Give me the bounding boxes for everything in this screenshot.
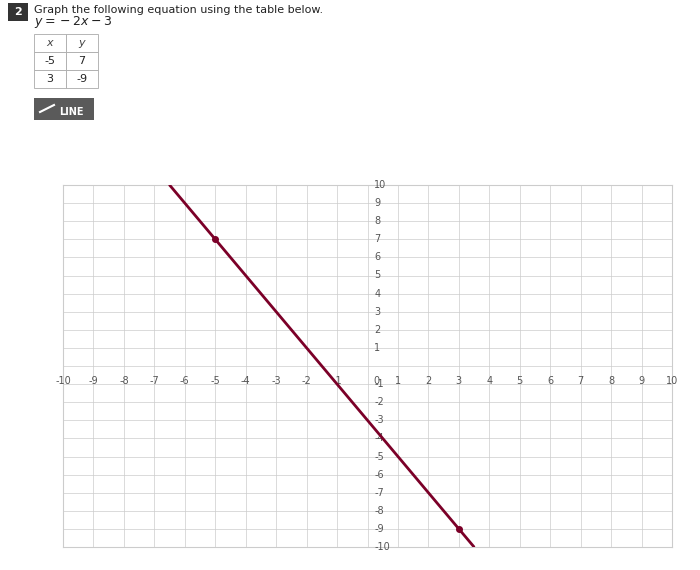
Text: 2: 2 — [426, 376, 431, 386]
Text: -10: -10 — [55, 376, 71, 386]
Bar — [34, 98, 94, 120]
Bar — [8, 3, 28, 21]
Text: 3: 3 — [46, 74, 53, 84]
Text: -6: -6 — [374, 470, 384, 479]
Text: 8: 8 — [374, 216, 380, 226]
Text: 9: 9 — [374, 198, 380, 208]
Text: 0: 0 — [373, 376, 379, 386]
Text: 6: 6 — [374, 253, 380, 262]
Text: -2: -2 — [374, 397, 384, 407]
Bar — [34, 70, 66, 88]
Text: 1: 1 — [395, 376, 401, 386]
Text: -10: -10 — [374, 542, 390, 552]
Text: 4: 4 — [374, 288, 380, 299]
Text: 6: 6 — [547, 376, 553, 386]
Bar — [34, 34, 66, 52]
Bar — [66, 52, 98, 70]
Text: Graph the following equation using the table below.: Graph the following equation using the t… — [34, 5, 323, 15]
Text: -4: -4 — [374, 433, 384, 443]
Text: -9: -9 — [374, 524, 384, 534]
Bar — [66, 34, 98, 52]
Bar — [66, 70, 98, 88]
Text: 3: 3 — [374, 307, 380, 317]
Text: 7: 7 — [578, 376, 584, 386]
Text: -1: -1 — [332, 376, 342, 386]
Text: -9: -9 — [76, 74, 88, 84]
Text: 9: 9 — [638, 376, 645, 386]
Text: -9: -9 — [89, 376, 98, 386]
Text: -8: -8 — [374, 506, 384, 516]
Text: 1: 1 — [374, 343, 380, 353]
Text: -7: -7 — [150, 376, 159, 386]
Text: 10: 10 — [666, 376, 678, 386]
Text: -5: -5 — [211, 376, 220, 386]
Text: 8: 8 — [608, 376, 614, 386]
Text: y: y — [78, 38, 85, 48]
Text: -8: -8 — [119, 376, 129, 386]
Text: -6: -6 — [180, 376, 190, 386]
Text: 4: 4 — [486, 376, 492, 386]
Text: 5: 5 — [374, 271, 380, 280]
Text: -7: -7 — [374, 488, 384, 498]
Text: -5: -5 — [374, 451, 384, 462]
Text: -3: -3 — [374, 416, 384, 425]
Text: 7: 7 — [374, 234, 380, 245]
Bar — [34, 52, 66, 70]
Text: 7: 7 — [78, 56, 85, 66]
Text: -4: -4 — [241, 376, 251, 386]
Text: 2: 2 — [374, 325, 380, 335]
Text: LINE: LINE — [59, 107, 83, 117]
Text: 10: 10 — [374, 180, 386, 190]
Text: -3: -3 — [272, 376, 281, 386]
Text: -2: -2 — [302, 376, 312, 386]
Text: x: x — [47, 38, 53, 48]
Text: 3: 3 — [456, 376, 462, 386]
Text: 2: 2 — [14, 7, 22, 17]
Text: 5: 5 — [517, 376, 523, 386]
Text: $y = -2x - 3$: $y = -2x - 3$ — [34, 14, 112, 30]
Text: -5: -5 — [45, 56, 55, 66]
Text: -1: -1 — [374, 379, 384, 389]
